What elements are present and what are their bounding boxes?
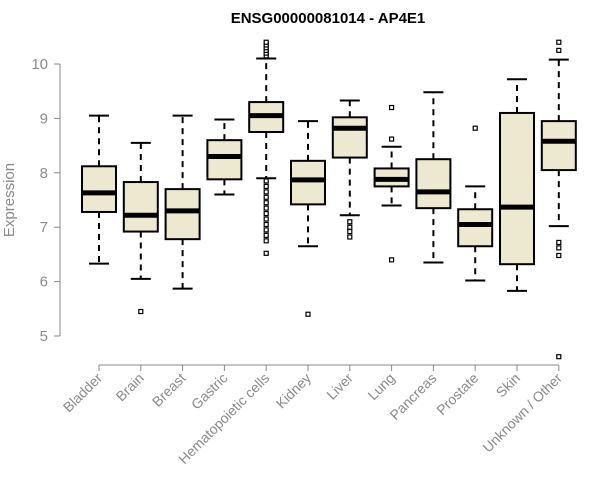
box-body — [81, 165, 117, 213]
outlier-point — [263, 232, 269, 238]
box-5 — [248, 39, 285, 256]
outlier-point — [556, 239, 562, 246]
box-6 — [290, 120, 326, 317]
x-tick-label: Brain — [112, 370, 146, 404]
outlier-point — [389, 136, 395, 142]
outlier-point — [389, 257, 395, 263]
outlier-point — [556, 47, 562, 54]
outlier-point — [263, 216, 269, 222]
outlier-point — [347, 234, 353, 240]
boxes — [81, 39, 577, 360]
outlier-point — [263, 194, 269, 200]
box-body — [331, 116, 368, 159]
box-body — [540, 120, 577, 172]
box-body — [457, 208, 494, 248]
outlier-point — [263, 227, 269, 233]
outlier-point — [556, 252, 562, 259]
box-1 — [81, 114, 117, 265]
box-10 — [457, 125, 494, 282]
outlier-point — [263, 221, 269, 228]
outlier-point — [263, 238, 269, 244]
box-body — [290, 159, 326, 206]
outlier-point — [556, 245, 562, 251]
outlier-point — [347, 224, 353, 230]
outlier-point — [556, 354, 562, 360]
x-tick-label: Prostate — [433, 370, 481, 418]
box-body — [499, 111, 535, 266]
outlier-point — [263, 39, 269, 45]
box-3 — [164, 114, 201, 290]
y-tick-label: 7 — [40, 219, 48, 236]
outlier-point — [263, 205, 269, 211]
box-body — [164, 188, 201, 241]
outlier-point — [305, 311, 311, 317]
outlier-point — [138, 308, 144, 315]
box-8 — [373, 104, 410, 263]
box-11 — [499, 78, 535, 292]
outlier-point — [347, 219, 353, 225]
outlier-point — [263, 178, 269, 184]
outlier-point — [263, 200, 269, 206]
y-tick-label: 10 — [31, 56, 48, 73]
y-tick-label: 8 — [40, 165, 48, 182]
chart-title: ENSG00000081014 - AP4E1 — [231, 10, 426, 27]
y-tick-label: 5 — [40, 328, 48, 345]
box-body — [206, 139, 243, 181]
x-tick-label: Breast — [149, 370, 189, 410]
outlier-point — [556, 39, 562, 45]
outlier-point — [263, 183, 269, 189]
x-tick-label: Bladder — [60, 370, 106, 416]
x-tick-label: Unknown / Other — [479, 370, 565, 456]
y-axis-label: Expression — [1, 163, 18, 237]
y-tick-label: 6 — [40, 274, 48, 291]
box-9 — [415, 91, 452, 264]
box-body — [415, 158, 452, 210]
y-tick-label: 9 — [40, 110, 48, 127]
outlier-point — [263, 211, 269, 217]
x-tick-label: Kidney — [273, 370, 315, 412]
outlier-point — [472, 125, 478, 131]
x-tick-label: Liver — [323, 370, 356, 403]
x-tick-label: Lung — [364, 370, 397, 403]
box-12 — [540, 39, 577, 360]
x-tick-label: Skin — [493, 370, 524, 401]
outlier-point — [389, 104, 395, 111]
outlier-point — [263, 250, 269, 256]
box-2 — [122, 141, 159, 315]
y-axis: 5 6 7 8 9 10 — [31, 56, 61, 345]
box-body — [122, 181, 159, 233]
box-7 — [331, 99, 368, 240]
box-4 — [206, 118, 243, 196]
outlier-point — [347, 228, 353, 235]
outlier-point — [263, 189, 269, 195]
